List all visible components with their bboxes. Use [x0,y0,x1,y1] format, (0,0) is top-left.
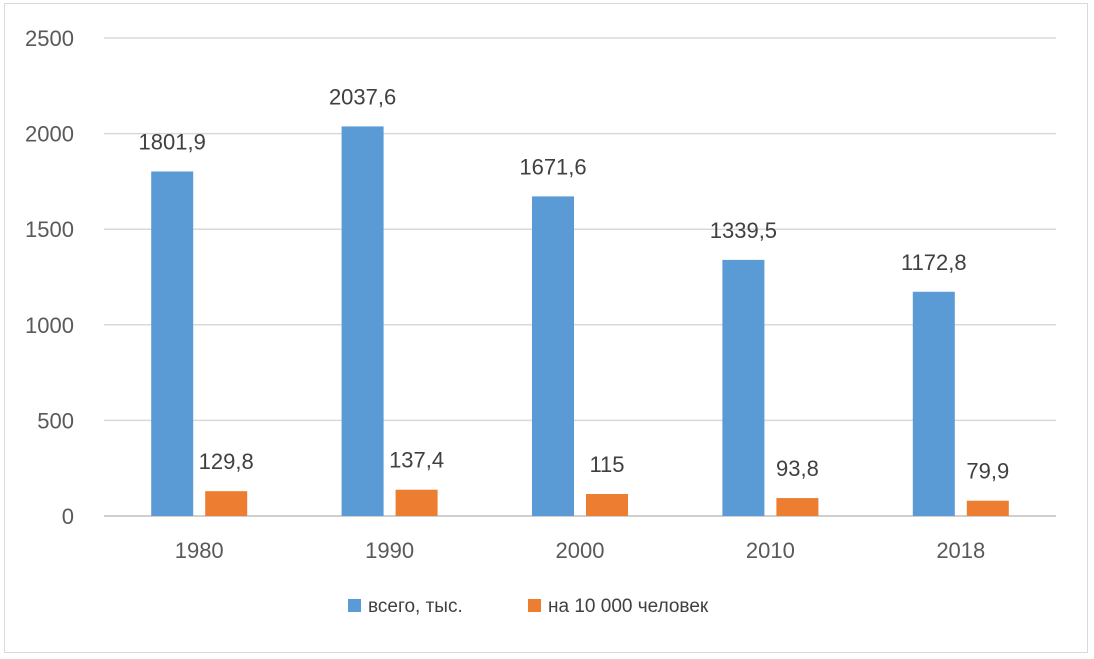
bar-per-10000 [966,500,1009,516]
y-tick-label: 1000 [25,313,74,338]
bar-total [151,171,194,516]
bar-per-10000 [205,491,248,516]
bar-total [912,291,955,516]
y-tick-label: 0 [62,504,74,529]
y-tick-label: 2000 [25,122,74,147]
legend-swatch [528,599,541,612]
x-tick-label: 2018 [936,538,985,563]
data-label: 2037,6 [329,84,396,109]
data-label: 1671,6 [519,154,586,179]
data-label: 1339,5 [710,218,777,243]
x-tick-label: 1990 [365,538,414,563]
x-tick-label: 1980 [175,538,224,563]
y-tick-label: 500 [37,408,74,433]
data-label: 1801,9 [139,129,206,154]
bar-total [722,259,765,516]
x-tick-label: 2010 [746,538,795,563]
y-tick-label: 1500 [25,217,74,242]
legend-swatch [348,599,361,612]
data-label: 115 [589,452,624,477]
data-label: 129,8 [199,449,254,474]
bar-per-10000 [776,498,819,516]
bar-per-10000 [586,494,628,516]
data-label: 79,9 [966,459,1009,484]
data-label: 1172,8 [901,250,967,275]
bar-total [532,196,574,516]
y-tick-label: 2500 [25,26,74,51]
bar-total [341,126,384,516]
data-label: 137,4 [389,448,444,473]
x-tick-label: 2000 [556,538,605,563]
data-label: 93,8 [776,456,819,481]
bar-per-10000 [395,489,438,516]
legend-label: на 10 000 человек [548,596,709,617]
legend-label: всего, тыс. [368,596,463,617]
